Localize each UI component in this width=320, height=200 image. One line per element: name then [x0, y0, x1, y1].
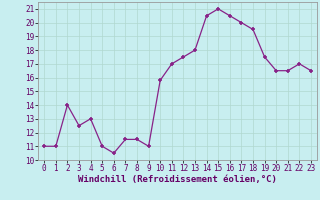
X-axis label: Windchill (Refroidissement éolien,°C): Windchill (Refroidissement éolien,°C): [78, 175, 277, 184]
